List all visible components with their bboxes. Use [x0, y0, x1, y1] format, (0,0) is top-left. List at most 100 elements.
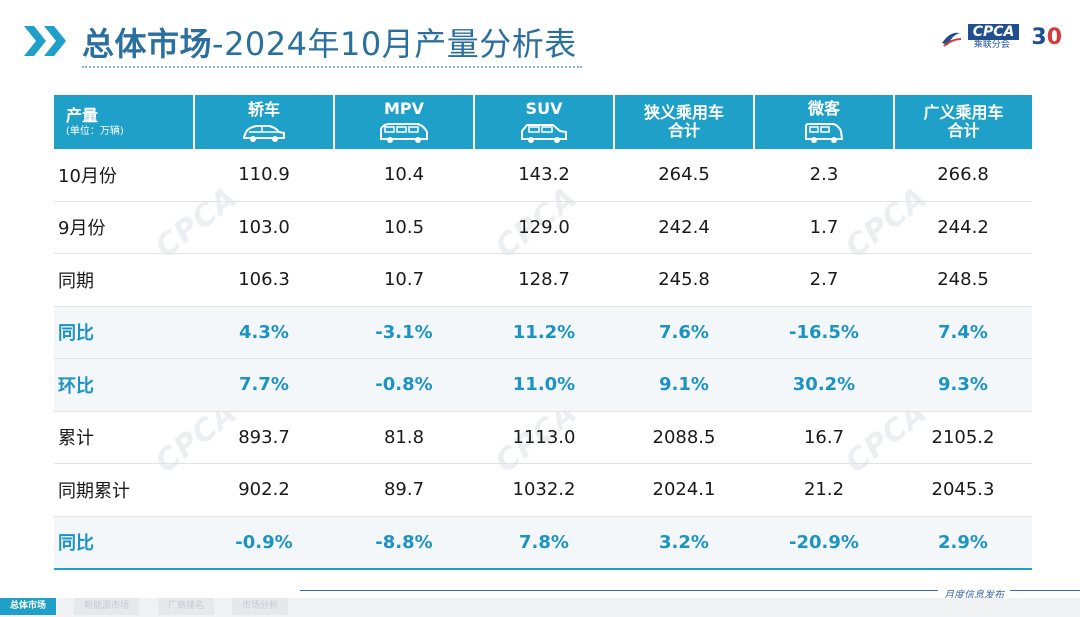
table-cell: 2.7: [754, 253, 894, 307]
footer-tab-ranking[interactable]: 厂商排名: [158, 598, 215, 615]
table-cell: 245.8: [614, 253, 754, 307]
table-cell: 129.0: [474, 201, 614, 254]
table-row: 同比 -0.9% -8.8% 7.8% 3.2% -20.9% 2.9%: [54, 516, 1032, 570]
table-row: 9月份 103.0 10.5 129.0 242.4 1.7 244.2: [54, 201, 1032, 254]
col-header-mpv: MPV: [333, 95, 474, 149]
table-cell: 7.6%: [614, 306, 754, 359]
anniv-main: 3: [1031, 24, 1047, 50]
logo-area: CPCA 乘联分会 30: [940, 24, 1062, 51]
table-header-row: 产量 (单位：万辆) 轿车 MPV: [54, 95, 1032, 149]
table-cell: 10.4: [334, 149, 474, 202]
col-label: SUV: [525, 99, 563, 118]
table-cell: 242.4: [614, 201, 754, 254]
cpca-text: CPCA: [967, 24, 1020, 40]
table-cell: -0.8%: [334, 358, 474, 412]
row-label: 同期: [54, 253, 194, 307]
table-cell: 4.3%: [194, 306, 334, 359]
table-cell: 30.2%: [754, 358, 894, 412]
title-bold: 总体市场: [82, 25, 213, 63]
footer-tab-overall[interactable]: 总体市场: [0, 598, 57, 615]
row-label: 环比: [54, 358, 194, 412]
table-cell: 2.3: [754, 149, 894, 202]
table-cell: 2105.2: [894, 411, 1032, 464]
table-row: 累计 893.7 81.8 1113.0 2088.5 16.7 2105.2: [54, 411, 1032, 464]
anniv-zero: 0: [1046, 24, 1062, 50]
table-cell: 11.0%: [474, 358, 614, 412]
mpv-icon: [380, 123, 428, 143]
table-cell: 128.7: [474, 253, 614, 307]
cpca-sub: 乘联分会: [973, 40, 1010, 50]
table-row: 同期 106.3 10.7 128.7 245.8 2.7 248.5: [54, 253, 1032, 307]
anniversary-logo: 30: [1031, 24, 1062, 50]
row-label: 9月份: [54, 201, 194, 254]
table-cell: 89.7: [334, 463, 474, 517]
table-cell: 110.9: [194, 149, 334, 202]
row-label: 累计: [54, 411, 194, 464]
table-cell: 10.5: [334, 201, 474, 254]
table-cell: -3.1%: [334, 306, 474, 359]
table-cell: 11.2%: [474, 306, 614, 359]
table-cell: 7.7%: [194, 358, 334, 412]
title-underline: [82, 66, 582, 68]
table-cell: -0.9%: [194, 516, 334, 570]
col-label-line1: 狭义乘用车: [643, 103, 724, 122]
col-header-suv: SUV: [473, 95, 614, 149]
footer-tab-analysis[interactable]: 市场分析: [232, 598, 289, 615]
table-cell: 7.4%: [894, 306, 1032, 359]
table-cell: 143.2: [474, 149, 614, 202]
page-title: 总体市场-2024年10月产量分析表: [82, 22, 577, 66]
row-label: 同比: [54, 306, 194, 359]
table-cell: 893.7: [194, 411, 334, 464]
col-header-broad-total: 广义乘用车 合计: [893, 95, 1032, 149]
table-cell: 1113.0: [474, 411, 614, 464]
table-cell: 9.3%: [894, 358, 1032, 412]
row-label: 同比: [54, 516, 194, 570]
suv-icon: [521, 124, 567, 143]
table-cell: -16.5%: [754, 306, 894, 359]
table-row: 环比 7.7% -0.8% 11.0% 9.1% 30.2% 9.3%: [54, 358, 1032, 412]
table-cell: 266.8: [894, 149, 1032, 202]
row-label: 10月份: [54, 149, 194, 202]
chevron-double-icon: [24, 26, 66, 56]
col-label-line2: 合计: [947, 121, 980, 140]
corner-unit: (单位：万辆): [66, 125, 124, 137]
table-cell: 81.8: [334, 411, 474, 464]
table-cell: 1.7: [754, 201, 894, 254]
table-cell: 902.2: [194, 463, 334, 517]
table-cell: 2024.1: [614, 463, 754, 517]
sedan-icon: [243, 125, 285, 142]
table-row: 10月份 110.9 10.4 143.2 264.5 2.3 266.8: [54, 149, 1032, 202]
col-label: MPV: [383, 99, 425, 118]
production-table: 产量 (单位：万辆) 轿车 MPV: [54, 95, 1032, 570]
footer-right-text: 月度信息发布: [938, 586, 1010, 601]
table-row: 同期累计 902.2 89.7 1032.2 2024.1 21.2 2045.3: [54, 463, 1032, 517]
cpca-logo: CPCA 乘联分会: [967, 24, 1020, 51]
col-label: 轿车: [247, 100, 280, 119]
table-cell: 3.2%: [614, 516, 754, 570]
corner-header: 产量 (单位：万辆): [54, 95, 194, 149]
table-cell: 2088.5: [614, 411, 754, 464]
table-cell: 106.3: [194, 253, 334, 307]
table-cell: 2045.3: [894, 463, 1032, 517]
table-cell: -8.8%: [334, 516, 474, 570]
col-label: 微客: [807, 99, 840, 118]
row-label: 同期累计: [54, 463, 194, 517]
table-cell: 9.1%: [614, 358, 754, 412]
footer-tab-nev[interactable]: 新能源市场: [74, 598, 140, 615]
table-cell: 7.8%: [474, 516, 614, 570]
footer-divider: [300, 590, 1080, 591]
table-cell: 10.7: [334, 253, 474, 307]
table-cell: 2.9%: [894, 516, 1032, 570]
col-label-line1: 广义乘用车: [923, 103, 1004, 122]
table-cell: 264.5: [614, 149, 754, 202]
col-header-narrow-total: 狭义乘用车 合计: [613, 95, 754, 149]
title-rest: -2024年10月产量分析表: [212, 25, 577, 63]
table-body: 10月份 110.9 10.4 143.2 264.5 2.3 266.8 9月份 103.0 1…: [54, 149, 1032, 570]
col-label-line2: 合计: [667, 121, 700, 140]
minivan-icon: [805, 123, 844, 143]
table-cell: -20.9%: [754, 516, 894, 570]
table-cell: 244.2: [894, 201, 1032, 254]
corner-label: 产量: [66, 105, 99, 125]
table-cell: 1032.2: [474, 463, 614, 517]
table-row: 同比 4.3% -3.1% 11.2% 7.6% -16.5% 7.4%: [54, 306, 1032, 359]
